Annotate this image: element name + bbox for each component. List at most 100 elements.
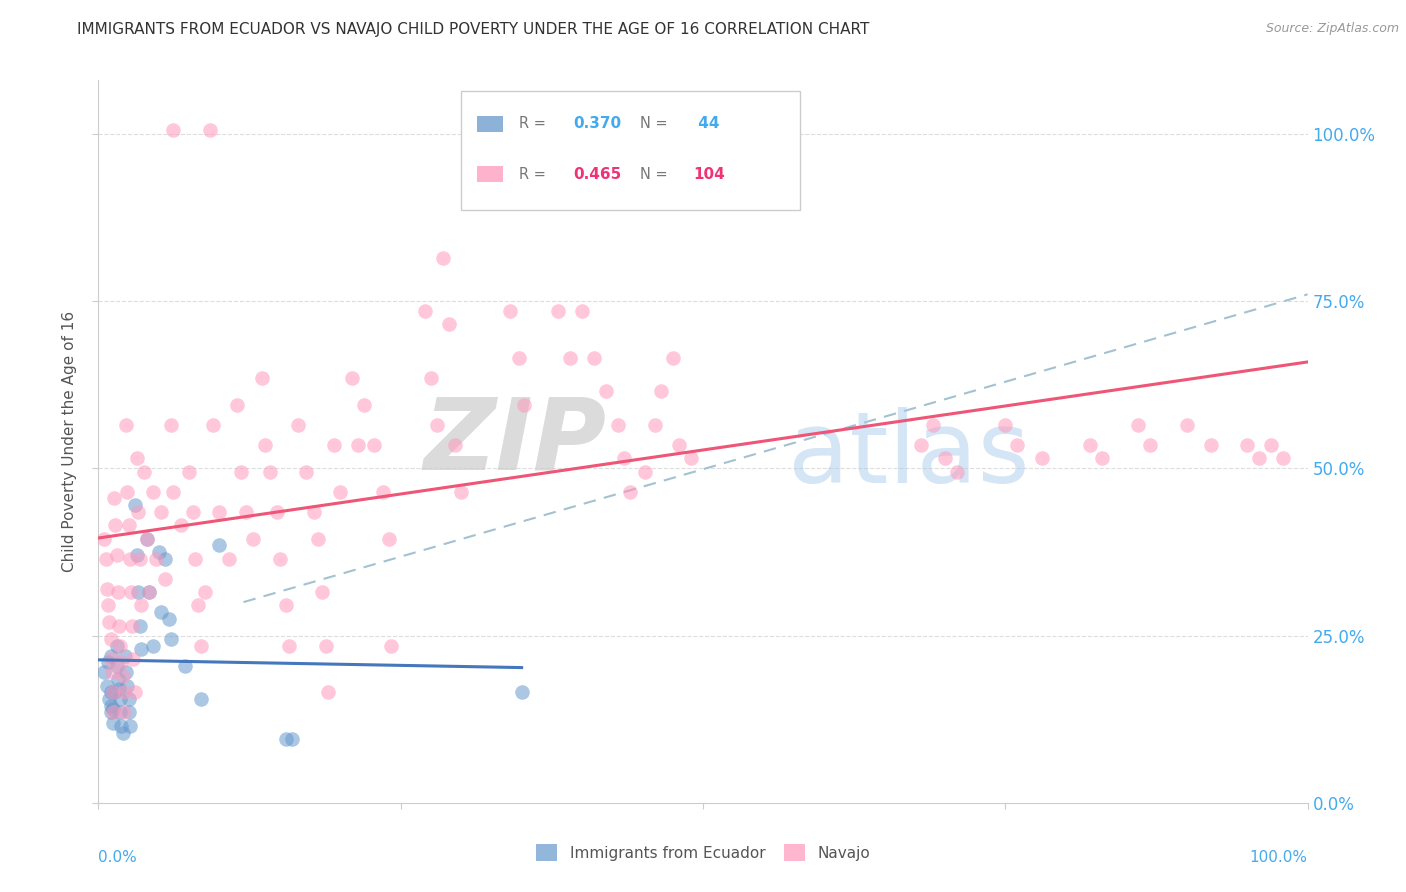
Text: N =: N =	[640, 167, 672, 182]
Point	[547, 304, 569, 318]
Point	[281, 732, 304, 747]
Point	[194, 585, 217, 599]
Point	[93, 665, 115, 680]
Point	[118, 719, 141, 733]
Point	[583, 351, 606, 365]
Point	[100, 685, 122, 699]
Point	[101, 685, 124, 699]
Point	[115, 417, 138, 432]
FancyBboxPatch shape	[461, 91, 800, 211]
Point	[450, 484, 472, 499]
Legend: Immigrants from Ecuador, Navajo: Immigrants from Ecuador, Navajo	[530, 838, 876, 867]
Point	[1007, 438, 1029, 452]
Point	[134, 465, 156, 479]
Point	[202, 417, 225, 432]
Point	[135, 532, 157, 546]
Point	[287, 417, 309, 432]
Point	[934, 451, 956, 466]
Point	[153, 572, 176, 586]
Point	[498, 304, 520, 318]
Point	[103, 685, 125, 699]
Point	[105, 639, 128, 653]
Point	[181, 505, 204, 519]
Point	[179, 465, 201, 479]
Point	[142, 484, 165, 499]
Point	[363, 438, 385, 452]
Point	[100, 706, 122, 720]
Point	[127, 451, 149, 466]
Point	[523, 123, 546, 137]
Point	[98, 615, 121, 630]
Point	[208, 505, 231, 519]
Point	[437, 318, 460, 332]
Point	[1272, 451, 1295, 466]
Point	[1199, 438, 1222, 452]
Point	[150, 505, 173, 519]
Point	[94, 551, 117, 566]
FancyBboxPatch shape	[477, 166, 503, 182]
Point	[100, 652, 122, 666]
Point	[100, 665, 122, 680]
Point	[128, 551, 150, 566]
Point	[157, 612, 180, 626]
Point	[266, 505, 288, 519]
Point	[117, 484, 139, 499]
Point	[108, 706, 131, 720]
Point	[118, 551, 141, 566]
Point	[97, 655, 120, 669]
Point	[426, 417, 449, 432]
Point	[607, 417, 630, 432]
Text: IMMIGRANTS FROM ECUADOR VS NAVAJO CHILD POVERTY UNDER THE AGE OF 16 CORRELATION : IMMIGRANTS FROM ECUADOR VS NAVAJO CHILD …	[77, 22, 870, 37]
Point	[1139, 438, 1161, 452]
Point	[114, 648, 136, 663]
Point	[187, 599, 209, 613]
FancyBboxPatch shape	[477, 116, 503, 132]
Point	[100, 648, 122, 663]
Point	[108, 681, 131, 696]
Point	[1078, 438, 1101, 452]
Point	[103, 491, 125, 506]
Point	[1128, 417, 1150, 432]
Point	[323, 438, 346, 452]
Text: R =: R =	[519, 116, 551, 131]
Point	[162, 123, 184, 137]
Point	[190, 639, 212, 653]
Point	[120, 585, 142, 599]
Point	[1249, 451, 1271, 466]
Text: 100.0%: 100.0%	[1250, 850, 1308, 864]
Point	[571, 304, 593, 318]
Point	[254, 438, 277, 452]
Point	[98, 692, 121, 706]
Point	[96, 679, 118, 693]
Point	[129, 642, 152, 657]
Point	[226, 398, 249, 412]
Point	[420, 371, 443, 385]
Point	[242, 532, 264, 546]
Point	[921, 417, 943, 432]
Point	[558, 351, 581, 365]
Point	[513, 398, 536, 412]
Point	[613, 451, 636, 466]
Point	[910, 438, 932, 452]
Point	[994, 417, 1017, 432]
Point	[650, 384, 672, 399]
Point	[160, 417, 183, 432]
Point	[118, 692, 141, 706]
Text: 0.0%: 0.0%	[98, 850, 138, 864]
Point	[432, 251, 454, 265]
Point	[190, 692, 212, 706]
Point	[108, 639, 131, 653]
Point	[153, 551, 176, 566]
Point	[198, 123, 221, 137]
Point	[118, 706, 141, 720]
Point	[148, 545, 170, 559]
Text: 104: 104	[693, 167, 725, 182]
Point	[347, 438, 370, 452]
Point	[316, 685, 339, 699]
Point	[229, 465, 252, 479]
Point	[105, 548, 128, 563]
Point	[107, 585, 129, 599]
Point	[122, 652, 145, 666]
Point	[295, 465, 318, 479]
Point	[121, 618, 143, 632]
